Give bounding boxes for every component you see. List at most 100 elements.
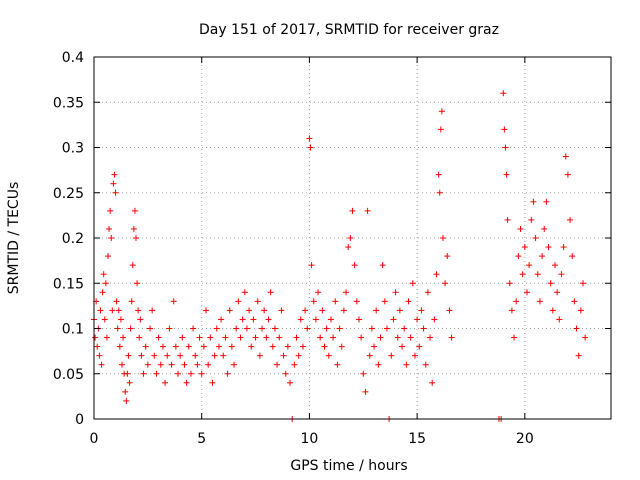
data-point xyxy=(351,262,358,269)
data-point xyxy=(358,334,365,341)
data-point xyxy=(517,225,524,232)
data-point xyxy=(110,180,117,187)
data-point xyxy=(192,352,199,359)
data-point xyxy=(151,352,158,359)
data-point xyxy=(554,289,561,296)
y-tick-label: 0.1 xyxy=(62,322,84,338)
data-point xyxy=(539,253,546,260)
data-point xyxy=(205,361,212,368)
data-point xyxy=(125,352,132,359)
data-point xyxy=(117,316,124,323)
data-point xyxy=(265,316,272,323)
data-point xyxy=(102,280,109,287)
data-point xyxy=(114,325,121,332)
data-point xyxy=(164,352,171,359)
y-tick-label: 0.4 xyxy=(62,50,84,66)
data-point xyxy=(293,334,300,341)
data-point xyxy=(128,298,135,305)
data-point xyxy=(137,316,144,323)
data-point xyxy=(315,289,322,296)
data-point xyxy=(299,343,306,350)
data-point xyxy=(319,307,326,314)
data-point xyxy=(312,316,319,323)
data-point xyxy=(194,361,201,368)
data-point xyxy=(536,298,543,305)
data-point xyxy=(532,235,539,241)
data-point xyxy=(99,289,106,296)
data-point xyxy=(436,189,443,196)
data-point xyxy=(226,307,233,314)
data-point xyxy=(304,325,311,332)
data-point xyxy=(263,334,270,341)
data-point xyxy=(144,361,151,368)
data-point xyxy=(209,379,216,386)
data-point xyxy=(500,90,507,97)
data-point xyxy=(248,343,255,350)
y-axis-label: SRMTID / TECUs xyxy=(6,182,22,295)
data-point xyxy=(519,271,526,278)
data-point xyxy=(96,352,103,359)
data-point xyxy=(284,343,291,350)
data-point xyxy=(109,307,116,314)
data-point xyxy=(252,334,259,341)
data-point xyxy=(330,334,337,341)
data-point xyxy=(530,198,537,205)
data-point xyxy=(353,298,360,305)
data-point xyxy=(233,325,240,332)
data-point xyxy=(409,280,416,287)
data-point xyxy=(569,253,576,260)
data-point xyxy=(149,307,156,314)
y-tick-label: 0.05 xyxy=(53,367,84,383)
data-point xyxy=(429,379,436,386)
data-point xyxy=(403,361,410,368)
data-point xyxy=(269,343,276,350)
data-point xyxy=(157,361,164,368)
data-point xyxy=(579,280,586,287)
data-point xyxy=(172,343,179,350)
data-point xyxy=(130,225,137,232)
data-point xyxy=(325,352,332,359)
data-point xyxy=(347,235,354,241)
y-tick-label: 0.15 xyxy=(53,276,84,292)
data-point xyxy=(207,334,214,341)
data-point xyxy=(334,361,341,368)
data-point xyxy=(506,280,513,287)
data-point xyxy=(547,280,554,287)
data-point xyxy=(390,316,397,323)
data-point xyxy=(177,352,184,359)
data-point xyxy=(181,361,188,368)
data-point xyxy=(306,135,313,142)
chart-title: Day 151 of 2017, SRMTID for receiver gra… xyxy=(199,22,499,38)
data-point xyxy=(396,307,403,314)
data-point xyxy=(98,361,105,368)
data-point xyxy=(112,189,119,196)
data-point xyxy=(295,352,302,359)
data-point xyxy=(134,280,141,287)
data-point xyxy=(111,171,118,178)
data-point xyxy=(115,307,122,314)
data-point xyxy=(100,271,107,278)
data-point xyxy=(503,171,510,178)
data-point xyxy=(213,325,220,332)
data-point xyxy=(203,307,210,314)
data-point xyxy=(138,352,145,359)
data-point xyxy=(94,343,101,350)
data-point xyxy=(246,307,253,314)
data-point xyxy=(343,289,350,296)
data-point xyxy=(218,316,225,323)
y-axis: 0 0.05 0.1 0.15 0.2 0.25 0.3 0.35 0.4 xyxy=(53,50,611,428)
grid xyxy=(94,57,611,419)
data-point xyxy=(556,316,563,323)
y-tick-label: 0.35 xyxy=(53,95,84,111)
data-point xyxy=(310,298,317,305)
data-point xyxy=(261,307,268,314)
data-point xyxy=(129,262,136,269)
data-point xyxy=(420,325,427,332)
data-point xyxy=(501,126,508,133)
data-point xyxy=(153,370,160,377)
data-point xyxy=(411,352,418,359)
data-point xyxy=(200,343,207,350)
data-point xyxy=(323,325,330,332)
data-point xyxy=(250,316,257,323)
